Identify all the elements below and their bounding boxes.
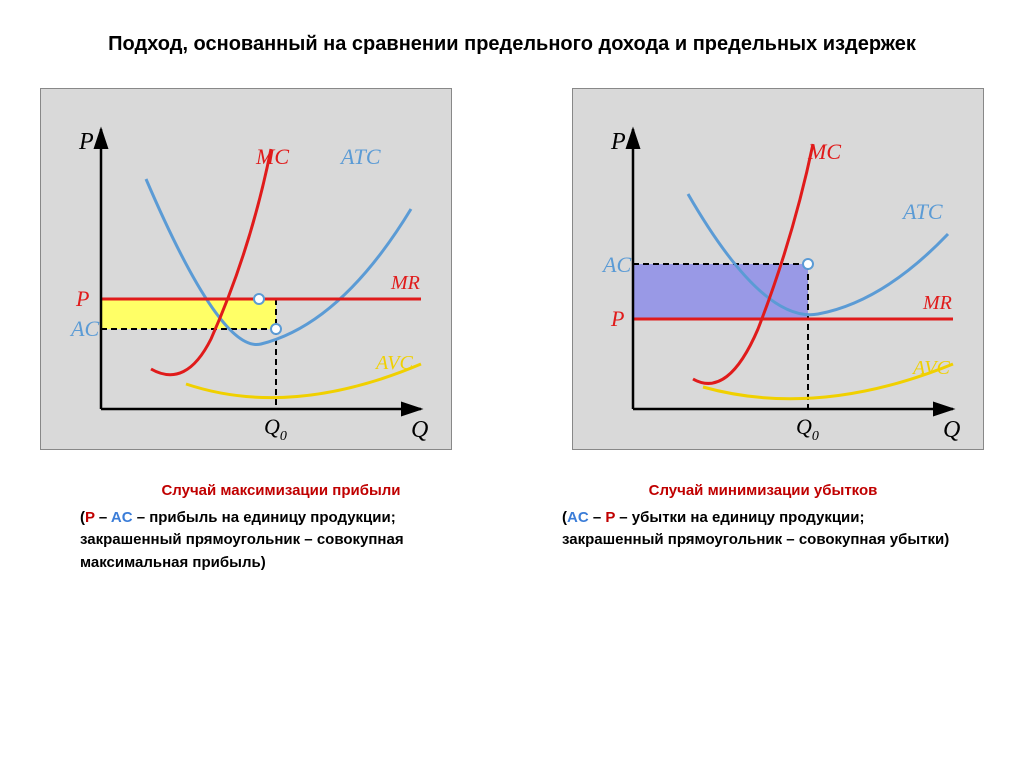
svg-text:MR: MR xyxy=(390,272,420,294)
svg-text:AVC: AVC xyxy=(374,352,413,374)
left-caption: Случай максимизации прибыли (P – AC – пр… xyxy=(60,480,482,574)
p-label: P xyxy=(605,509,615,526)
svg-text:Q: Q xyxy=(943,417,960,443)
svg-text:MR: MR xyxy=(922,292,952,314)
right-chart: PQQ0MCATCMRAVCPAC xyxy=(572,88,984,450)
svg-text:P: P xyxy=(75,286,89,311)
ac-label: AC xyxy=(111,509,133,526)
panels-row: PQQ0MCATCMRAVCPAC PQQ0MCATCMRAVCPAC xyxy=(40,88,984,450)
svg-text:MC: MC xyxy=(807,139,841,164)
ac-label: AC xyxy=(567,509,589,526)
svg-text:MC: MC xyxy=(255,144,289,169)
text: – xyxy=(589,509,606,526)
text: – убытки на единицу продукции; закрашенн… xyxy=(562,509,949,549)
svg-text:P: P xyxy=(78,129,94,155)
left-panel: PQQ0MCATCMRAVCPAC xyxy=(40,88,452,450)
p-label: P xyxy=(85,509,95,526)
svg-text:AC: AC xyxy=(69,316,99,341)
svg-text:AVC: AVC xyxy=(911,357,950,379)
text: – xyxy=(95,509,111,526)
svg-text:P: P xyxy=(610,129,626,155)
left-caption-title: Случай максимизации прибыли xyxy=(80,480,482,503)
svg-text:AC: AC xyxy=(601,252,631,277)
captions-row: Случай максимизации прибыли (P – AC – пр… xyxy=(40,480,984,574)
left-chart: PQQ0MCATCMRAVCPAC xyxy=(40,88,452,450)
svg-text:P: P xyxy=(610,306,624,331)
right-caption-title: Случай минимизации убытков xyxy=(562,480,964,503)
svg-text:ATC: ATC xyxy=(339,144,381,169)
right-panel: PQQ0MCATCMRAVCPAC xyxy=(572,88,984,450)
main-title: Подход, основанный на сравнении предельн… xyxy=(40,30,984,58)
svg-text:ATC: ATC xyxy=(901,199,943,224)
right-caption-body: (AC – P – убытки на единицу продукции; з… xyxy=(562,507,964,552)
svg-text:Q: Q xyxy=(411,417,428,443)
right-caption: Случай минимизации убытков (AC – P – убы… xyxy=(542,480,964,574)
left-caption-body: (P – AC – прибыль на единицу продукции; … xyxy=(80,507,482,575)
